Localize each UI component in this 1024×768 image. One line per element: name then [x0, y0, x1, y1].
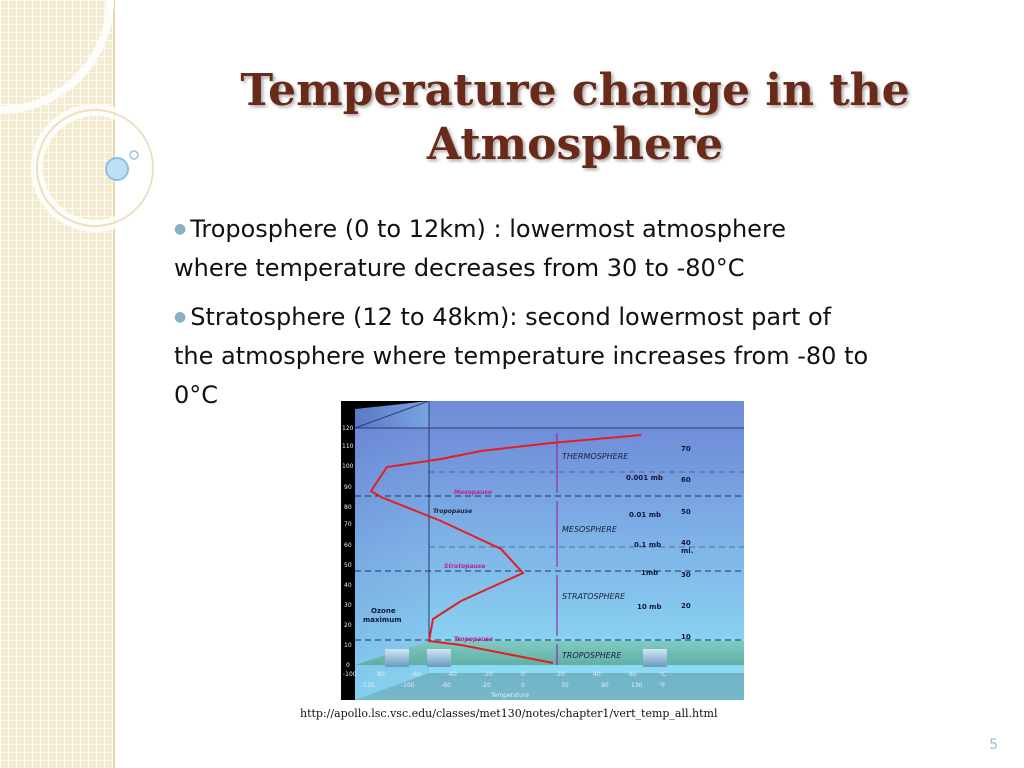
source-citation: http://apollo.lsc.vsc.edu/classes/met130…: [300, 707, 718, 720]
atmosphere-temperature-diagram: 120 110 100 90 80 70 60 50 40 30 20 10 0 THERMOS…: [341, 401, 744, 700]
bullet-text: the atmosphere where temperature increas…: [174, 342, 869, 370]
boundary-label: Mesopause: [454, 489, 492, 496]
boundary-label: Tropopause: [433, 508, 472, 515]
layer-label: TROPOSPHERE: [562, 651, 622, 660]
title-line-1: Temperature change in the: [240, 65, 910, 116]
layer-label: THERMOSPHERE: [562, 452, 629, 461]
ozone-label: maximum: [363, 616, 402, 624]
svg-text:-100: -100: [343, 671, 357, 678]
right-axis-unit: mi.: [681, 547, 693, 555]
title-line-2: Atmosphere: [426, 119, 724, 170]
svg-text:30: 30: [344, 602, 352, 609]
bullet-dot-icon: ●: [174, 309, 187, 325]
svg-text:-40: -40: [447, 671, 457, 678]
right-axis-tick: 50: [681, 508, 691, 516]
svg-text:-135: -135: [361, 682, 375, 689]
boundary-label: Tropopause: [454, 636, 493, 643]
bullet-text: where temperature decreases from 30 to -…: [174, 254, 745, 282]
svg-text:110: 110: [342, 443, 354, 450]
svg-text:90: 90: [344, 484, 352, 491]
svg-text:60: 60: [344, 542, 352, 549]
ozone-label: Ozone: [371, 607, 396, 615]
bullet-text: 0°C: [174, 381, 219, 409]
svg-text:100: 100: [342, 463, 354, 470]
pressure-label: 0.1 mb: [634, 541, 661, 549]
svg-text:-20: -20: [483, 671, 493, 678]
svg-text:130: 130: [631, 682, 643, 689]
pressure-label: 10 mb: [637, 603, 661, 611]
svg-text:50: 50: [344, 562, 352, 569]
svg-text:40: 40: [593, 671, 601, 678]
svg-text:60: 60: [629, 671, 637, 678]
right-axis-tick: 70: [681, 445, 691, 453]
slide-title: Temperature change in the Atmosphere: [150, 64, 1000, 172]
pressure-label: 0.001 mb: [626, 474, 663, 482]
bullet-text: Stratosphere (12 to 48km): second lowerm…: [190, 303, 832, 331]
pressure-label: 1mb: [641, 569, 658, 577]
bullet-list: ● Troposphere (0 to 12km) : lowermost atm…: [174, 210, 994, 425]
svg-text:120: 120: [342, 425, 354, 432]
svg-text:Temperature: Temperature: [490, 692, 529, 699]
right-axis-tick: 10: [681, 633, 691, 641]
svg-text:40: 40: [344, 582, 352, 589]
svg-text:80: 80: [344, 504, 352, 511]
bullet-stratosphere: ● Stratosphere (12 to 48km): second lower…: [174, 298, 994, 415]
cloud-thumbnails: [385, 649, 667, 667]
slide-number: 5: [989, 737, 998, 753]
temperature-profile-curve: [369, 434, 642, 664]
svg-text:90: 90: [601, 682, 609, 689]
svg-text:0: 0: [346, 662, 350, 669]
bullet-troposphere: ● Troposphere (0 to 12km) : lowermost atm…: [174, 210, 994, 288]
svg-text:-100: -100: [401, 682, 415, 689]
svg-text:20: 20: [344, 622, 352, 629]
svg-text:°F: °F: [659, 682, 666, 689]
right-axis-tick: 60: [681, 476, 691, 484]
svg-text:0: 0: [521, 682, 525, 689]
right-axis-tick: 40: [681, 539, 691, 547]
layer-label: MESOSPHERE: [562, 525, 618, 534]
strip-edge-divider: [113, 0, 115, 768]
right-axis-tick: 30: [681, 571, 691, 579]
bullet-dot-icon: ●: [174, 221, 187, 237]
svg-text:20: 20: [557, 671, 565, 678]
svg-text:10: 10: [344, 642, 352, 649]
boundary-label: Stratopause: [444, 563, 485, 570]
temperature-axis: -100 -80 -60 -40 -20 0 20 40 60 °C -135 …: [343, 671, 666, 699]
svg-text:70: 70: [344, 521, 352, 528]
right-axis-tick: 20: [681, 602, 691, 610]
pressure-label: 0.01 mb: [629, 511, 661, 519]
layer-label: STRATOSPHERE: [562, 592, 626, 601]
decorative-circles: [0, 0, 159, 232]
bullet-text: Troposphere (0 to 12km) : lowermost atmo…: [190, 215, 787, 243]
svg-text:-60: -60: [441, 682, 451, 689]
svg-text:30: 30: [561, 682, 569, 689]
svg-text:0: 0: [521, 671, 525, 678]
svg-text:-20: -20: [481, 682, 491, 689]
svg-text:°C: °C: [659, 671, 666, 678]
svg-text:-80: -80: [375, 671, 385, 678]
svg-text:-60: -60: [411, 671, 421, 678]
